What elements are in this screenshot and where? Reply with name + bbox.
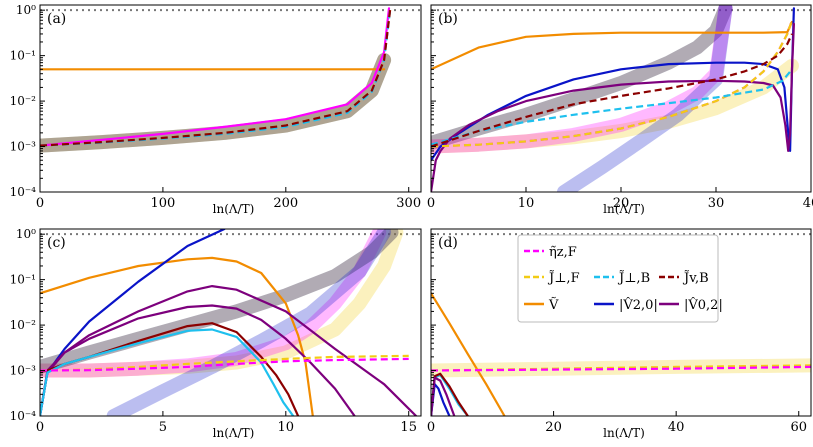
x-tick-label: 10 <box>518 196 535 211</box>
legend-label-J_v_B: J̃v,B <box>682 270 709 286</box>
x-tick-label: 60 <box>790 420 807 435</box>
y-tick-label: 10⁻¹ <box>10 49 36 63</box>
panel-a: 10⁻⁴ 10⁻³ 10⁻² 10⁻¹ 10⁰ 0 100 200 300 ln(Λ/T) (a) <box>10 3 422 216</box>
x-tick-label: 0 <box>36 420 44 435</box>
series-V-solid <box>431 292 506 416</box>
x-tick-label: 0 <box>427 420 435 435</box>
x-tick-label: 5 <box>159 420 167 435</box>
series-J_perp_F-dashed <box>40 8 392 147</box>
x-tick-label: 300 <box>396 196 421 211</box>
series-eta_zF-dashed <box>40 357 409 372</box>
y-tick-label: 10⁻¹ <box>10 273 36 287</box>
series-eta_zF-band <box>40 229 387 378</box>
legend: η̃z,F J̃⊥,F J̃⊥,B J̃v,B Ṽ |V̂2,0| |V̂0,2| <box>517 234 723 323</box>
legend-label-V: Ṽ <box>548 297 559 313</box>
x-axis-label: ln(Λ/T) <box>213 202 255 216</box>
series-J_v_B-dashed <box>431 33 793 148</box>
plot-area <box>431 5 811 192</box>
series-J_perp_B-solid <box>40 328 295 416</box>
series-J_perp_B-band <box>40 229 399 374</box>
series-J_v_B-band <box>40 229 399 374</box>
y-tick-label: 10⁻⁴ <box>10 409 37 423</box>
x-tick-label: 15 <box>400 420 417 435</box>
legend-label-V02: |V̂0,2| <box>684 297 723 313</box>
series-V02-solid <box>431 376 456 416</box>
panel-c: 10⁻⁴ 10⁻³ 10⁻² 10⁻¹ 10⁰ 0 5 10 15 ln(Λ/T) (c) <box>10 227 422 440</box>
x-tick-label: 20 <box>613 196 630 211</box>
series-eta_zF-dashed <box>431 365 811 372</box>
series-V02-solid <box>431 22 795 192</box>
x-tick-label: 10 <box>278 420 295 435</box>
panel-d: 0 20 40 60 ln(Λ/T) (d) <box>427 228 812 440</box>
axes-frame <box>430 228 812 417</box>
x-tick-label: 40 <box>803 196 813 211</box>
legend-label-eta_zF: η̃z,F <box>549 245 577 260</box>
x-tick-label: 20 <box>545 420 562 435</box>
x-tick-label: 0 <box>36 196 44 211</box>
x-tick-label: 40 <box>668 420 685 435</box>
y-tick-label: 10⁻³ <box>10 140 37 154</box>
series-J_perp_B-solid <box>431 373 469 416</box>
series-eta_zF-solid <box>40 7 391 147</box>
series-J_v_B-solid <box>431 372 469 416</box>
x-axis-label: ln(Λ/T) <box>603 426 645 440</box>
series-J_perp_B-band <box>431 5 733 150</box>
axes-frame <box>39 228 422 417</box>
plot-area <box>431 233 811 416</box>
y-tick-label: 10⁻⁴ <box>10 185 37 199</box>
series-J_v_B-band <box>40 53 392 153</box>
y-tick-label: 10⁰ <box>16 227 36 241</box>
series-J_v_B-band <box>431 5 733 150</box>
y-tick-label: 10⁰ <box>16 3 36 17</box>
x-tick-label: 200 <box>273 196 298 211</box>
series-J_perp_B-dashed <box>431 68 793 146</box>
series-V20-band <box>106 229 392 416</box>
panel-label: (d) <box>438 235 458 251</box>
x-tick-label: 0 <box>427 196 435 211</box>
series-V20-band <box>557 5 733 192</box>
series-J_v_B-dashed <box>40 8 392 147</box>
x-tick-label: 100 <box>150 196 175 211</box>
axes-frame <box>39 4 422 193</box>
series-J_perp_F-dashed <box>431 19 794 148</box>
panel-label: (c) <box>47 235 66 251</box>
plot-area <box>40 7 421 153</box>
legend-label-J_perp_F: J̃⊥,F <box>547 270 580 286</box>
x-tick-label: 30 <box>708 196 725 211</box>
panel-b: 0 10 20 30 40 ln(Λ/T) (b) <box>427 4 813 216</box>
y-tick-label: 10⁻² <box>10 94 37 108</box>
series-J_perp_F-band <box>431 58 799 154</box>
series-V02-solid <box>40 304 356 416</box>
series-V-solid <box>40 256 314 416</box>
y-tick-label: 10⁻² <box>10 318 37 332</box>
panel-label: (b) <box>438 11 458 27</box>
x-axis-label: ln(Λ/T) <box>603 202 645 216</box>
legend-frame <box>517 234 719 323</box>
series-V-solid <box>431 20 794 71</box>
x-axis-label: ln(Λ/T) <box>213 426 255 440</box>
series-J_perp_B-dashed <box>40 8 392 147</box>
legend-label-V20: |V̂2,0| <box>619 297 658 313</box>
plot-area <box>40 229 421 416</box>
legend-label-J_perp_B: J̃⊥,B <box>617 270 650 286</box>
y-tick-label: 10⁻³ <box>10 364 37 378</box>
panel-label: (a) <box>47 11 66 27</box>
